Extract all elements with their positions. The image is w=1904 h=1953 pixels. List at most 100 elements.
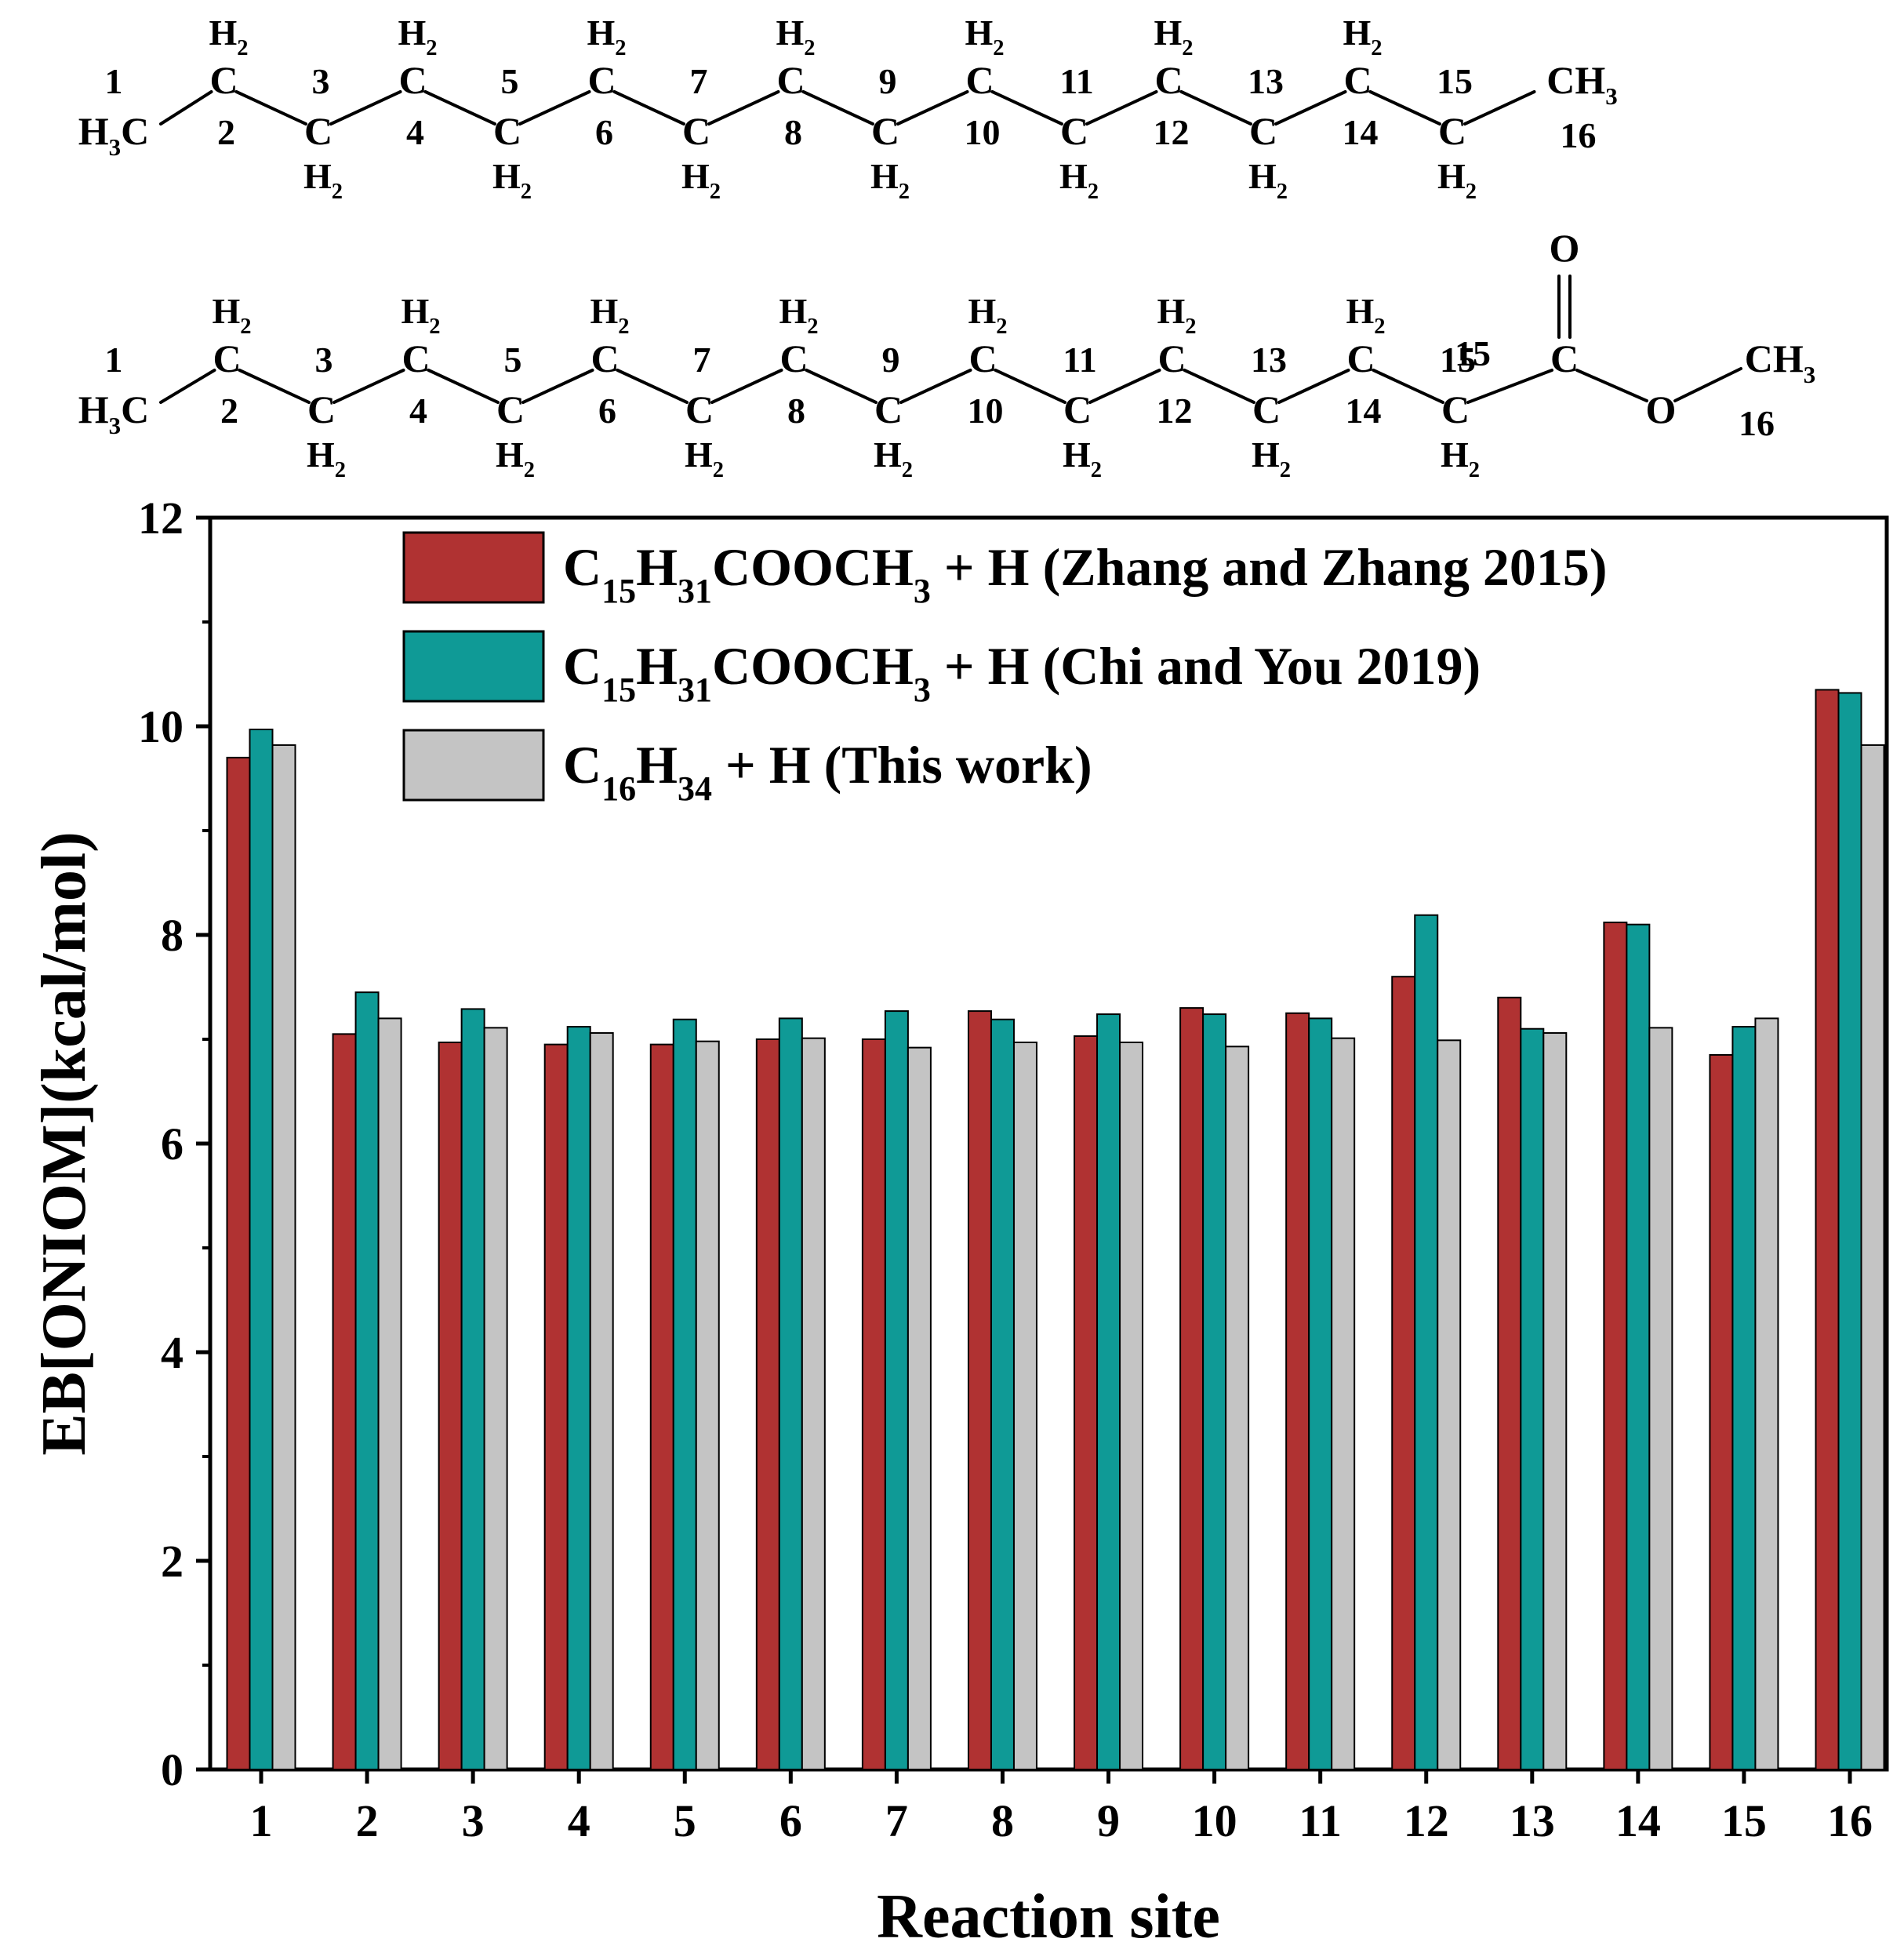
bar-3-site-6: [801, 1037, 826, 1771]
x-tick-label: 13: [1510, 1795, 1555, 1846]
bar-3-site-2: [377, 1017, 402, 1770]
site-number: 7: [693, 340, 711, 380]
y-tick-label: 6: [161, 1118, 183, 1169]
y-tick-label: 10: [138, 701, 183, 752]
site-number: 16: [1739, 403, 1775, 443]
x-tick-label: 2: [356, 1795, 379, 1846]
site-number: 15: [1440, 340, 1476, 380]
bar-1-site-12: [1391, 976, 1416, 1770]
site-number: 1: [105, 61, 123, 101]
atom-C: C: [871, 109, 899, 153]
bond: [159, 369, 216, 404]
y-tick-label: 2: [161, 1536, 183, 1587]
site-number: 11: [1063, 340, 1096, 380]
bar-3-site-13: [1542, 1032, 1568, 1770]
x-tick-label: 10: [1192, 1795, 1237, 1846]
atom-H2: H2: [496, 435, 535, 482]
atom-H2: H2: [1441, 435, 1480, 482]
x-tick-label: 5: [674, 1795, 696, 1846]
atom-C: C: [874, 387, 903, 431]
site-number: 1: [105, 340, 123, 380]
bond: [1277, 369, 1350, 404]
x-tick-label: 16: [1827, 1795, 1873, 1846]
atom-H2: H2: [1154, 13, 1193, 60]
atom-C: C: [398, 58, 427, 102]
atom-H2: H2: [874, 435, 913, 482]
site-number: 3: [312, 61, 330, 101]
y-tick-label: 0: [161, 1744, 183, 1795]
atom-C: C: [587, 58, 616, 102]
bar-1-site-13: [1497, 996, 1522, 1771]
bar-3-site-9: [1119, 1041, 1144, 1770]
atom-H2: H2: [779, 291, 818, 339]
x-tick-label: 4: [568, 1795, 590, 1846]
bond: [518, 90, 591, 125]
site-number: 13: [1251, 340, 1287, 380]
bond: [801, 90, 874, 125]
atom-H2: H2: [590, 291, 629, 339]
bar-2-site-12: [1414, 914, 1439, 1770]
atom-H2: H2: [209, 13, 248, 60]
atom-H2: H2: [1437, 156, 1477, 204]
x-tick-label: 14: [1615, 1795, 1661, 1846]
bond: [159, 90, 213, 125]
bar-1-site-15: [1709, 1053, 1734, 1770]
atom-C: C: [779, 336, 808, 380]
atom-C: C: [402, 336, 430, 380]
bond: [427, 369, 500, 404]
atom-carbonyl-C: C: [1550, 336, 1579, 380]
bond: [612, 90, 685, 125]
x-axis-label: Reaction site: [877, 1882, 1220, 1951]
atom-C: C: [1157, 336, 1186, 380]
bar-3-site-1: [271, 744, 296, 1771]
atom-H2: H2: [307, 435, 346, 482]
atom-C: C: [304, 109, 332, 153]
site-number: 15: [1437, 61, 1473, 101]
atom-H2: H2: [1248, 156, 1288, 204]
site-number: 14: [1343, 112, 1379, 152]
bar-3-site-10: [1225, 1046, 1250, 1771]
bar-3-site-16: [1860, 744, 1885, 1771]
y-tick-label: 4: [161, 1327, 183, 1378]
bar-1-site-9: [1074, 1035, 1099, 1770]
atom-H2: H2: [212, 291, 251, 339]
bond: [521, 369, 594, 404]
site-number: 3: [315, 340, 333, 380]
bond: [1673, 367, 1742, 402]
atom-label: H3C: [78, 109, 150, 161]
x-tick-label: 9: [1097, 1795, 1120, 1846]
atom-C: C: [965, 58, 994, 102]
bar-2-site-8: [990, 1018, 1015, 1770]
bond: [1368, 90, 1441, 125]
bar-2-site-2: [354, 991, 380, 1770]
x-tick-label: 6: [779, 1795, 802, 1846]
site-number: 6: [598, 391, 616, 431]
site-number: 12: [1154, 112, 1190, 152]
site-number: 4: [409, 391, 427, 431]
bond: [896, 90, 969, 125]
bar-3-site-3: [483, 1027, 508, 1770]
bar-3-site-14: [1648, 1027, 1673, 1770]
atom-carbonyl-O: O: [1550, 226, 1580, 270]
atom-C: C: [1063, 387, 1092, 431]
site-number: 8: [787, 391, 805, 431]
bar-1-site-14: [1603, 922, 1628, 1770]
bar-1-site-2: [332, 1033, 357, 1770]
bar-2-site-16: [1837, 692, 1862, 1771]
atom-label: H3C: [78, 387, 150, 439]
bond: [899, 369, 972, 404]
bar-1-site-5: [649, 1043, 674, 1770]
atom-H2: H2: [303, 156, 343, 204]
y-axis-label: EB[ONIOM](kcal/mol): [30, 831, 99, 1455]
atom-C: C: [1441, 387, 1470, 431]
site-number: 5: [504, 340, 522, 380]
bar-3-site-5: [695, 1040, 720, 1771]
bond: [1463, 90, 1536, 125]
bar-1-site-8: [967, 1010, 992, 1770]
atom-H2: H2: [1063, 435, 1102, 482]
bar-2-site-9: [1096, 1013, 1121, 1770]
bar-3-site-8: [1012, 1041, 1037, 1770]
